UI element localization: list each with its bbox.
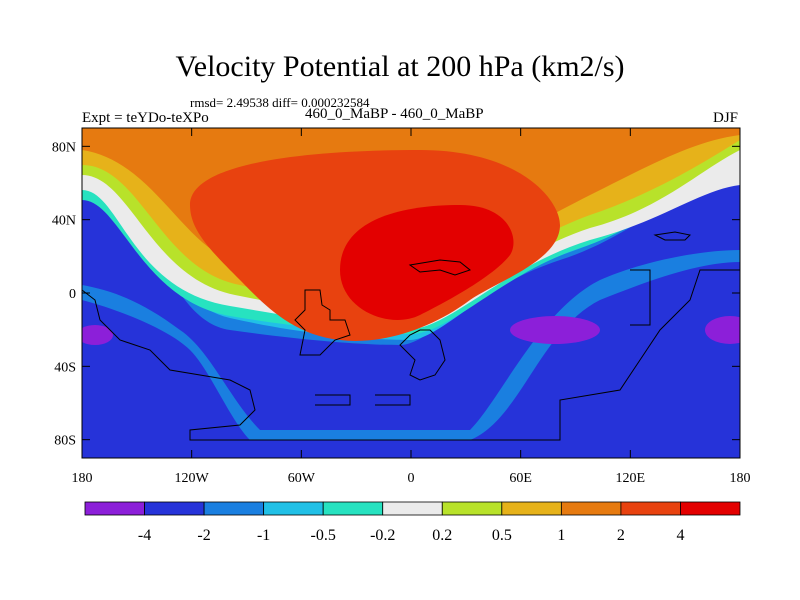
coastline-south-america [315, 394, 351, 406]
colorbar-label: -1 [257, 527, 270, 544]
colorbar-swatch [560, 501, 622, 516]
coastlines [82, 231, 740, 441]
colorbar-label: 0.2 [432, 527, 452, 544]
colorbar-swatch [263, 501, 324, 516]
colorbar: -4 -2 -1 -0.5 -0.2 0.2 0.5 1 2 4 [84, 501, 741, 544]
x-tick-label: 60E [509, 471, 532, 486]
colorbar-swatch [322, 501, 384, 516]
colorbar-swatch [680, 501, 741, 516]
coastline-islands [630, 269, 651, 326]
colorbar-label: 4 [676, 527, 684, 544]
period-label: 460_0_MaBP - 460_0_MaBP [305, 106, 484, 122]
y-tick-label: 40S [54, 360, 76, 375]
colorbar-label: 1 [557, 527, 565, 544]
field-core-purple-east [510, 316, 600, 344]
x-tick-label: 180 [730, 471, 751, 486]
coastline-west [82, 269, 740, 441]
season-label: DJF [712, 110, 738, 126]
coastline-africa [399, 329, 446, 381]
y-axis: 80N 40N 0 40S 80S [52, 140, 740, 449]
contour-field [82, 128, 740, 458]
coastline-eurasia [408, 259, 472, 276]
coastline-antarctic-islands [375, 394, 411, 406]
colorbar-swatch [203, 501, 265, 516]
x-tick-label: 120E [616, 471, 646, 486]
field-core-purple-west [82, 325, 113, 345]
coastline-americas [294, 289, 351, 356]
y-tick-label: 0 [69, 287, 76, 302]
field-core-purple-dateline [705, 316, 740, 344]
colorbar-swatch [501, 501, 562, 516]
x-tick-label: 60W [288, 471, 316, 486]
y-tick-label: 80N [52, 140, 76, 155]
x-tick-label: 180 [72, 471, 93, 486]
colorbar-swatch [382, 501, 443, 516]
x-tick-label: 120W [175, 471, 210, 486]
colorbar-label: -4 [138, 527, 151, 544]
experiment-label: Expt = teYDo-teXPo [82, 110, 209, 126]
y-tick-label: 40N [52, 214, 76, 229]
chart-title: Velocity Potential at 200 hPa (km2/s) [175, 50, 625, 83]
x-axis: 180 120W 60W 0 60E 120E 180 [72, 128, 751, 486]
colorbar-label: 0.5 [492, 527, 512, 544]
colorbar-swatch [620, 501, 681, 516]
colorbar-swatch [441, 501, 503, 516]
colorbar-label: 2 [617, 527, 625, 544]
x-tick-label: 0 [408, 471, 415, 486]
colorbar-swatch [144, 501, 205, 516]
colorbar-label: -2 [197, 527, 210, 544]
colorbar-label: -0.5 [311, 527, 336, 544]
y-tick-label: 80S [54, 434, 76, 449]
colorbar-label: -0.2 [370, 527, 395, 544]
colorbar-swatch [84, 501, 145, 516]
stats-text: rmsd= 2.49538 diff= 0.000232584 [190, 95, 370, 110]
coastline-asia [653, 231, 692, 241]
